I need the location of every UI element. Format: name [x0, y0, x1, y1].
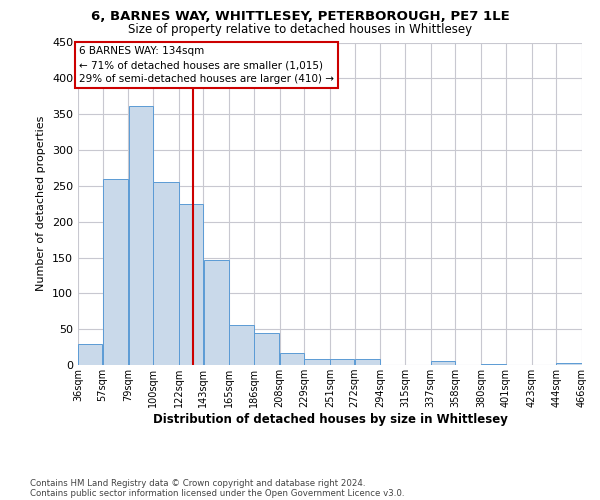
Bar	[355, 360, 380, 365]
Y-axis label: Number of detached properties: Number of detached properties	[37, 116, 46, 292]
Text: 6 BARNES WAY: 134sqm
← 71% of detached houses are smaller (1,015)
29% of semi-de: 6 BARNES WAY: 134sqm ← 71% of detached h…	[79, 46, 334, 84]
Bar	[556, 363, 582, 365]
Bar	[128, 106, 153, 365]
Bar	[103, 178, 128, 365]
Text: Contains HM Land Registry data © Crown copyright and database right 2024.: Contains HM Land Registry data © Crown c…	[30, 478, 365, 488]
Bar	[78, 344, 103, 365]
Text: 6, BARNES WAY, WHITTLESEY, PETERBOROUGH, PE7 1LE: 6, BARNES WAY, WHITTLESEY, PETERBOROUGH,…	[91, 10, 509, 23]
Bar	[304, 358, 330, 365]
Bar	[229, 325, 254, 365]
Text: Size of property relative to detached houses in Whittlesey: Size of property relative to detached ho…	[128, 22, 472, 36]
Bar	[254, 334, 280, 365]
Bar	[330, 358, 355, 365]
Bar	[179, 204, 203, 365]
Bar	[153, 182, 179, 365]
Bar	[431, 362, 455, 365]
Bar	[280, 353, 304, 365]
Bar	[203, 260, 229, 365]
Bar	[481, 364, 506, 365]
Text: Contains public sector information licensed under the Open Government Licence v3: Contains public sector information licen…	[30, 488, 404, 498]
X-axis label: Distribution of detached houses by size in Whittlesey: Distribution of detached houses by size …	[152, 413, 508, 426]
